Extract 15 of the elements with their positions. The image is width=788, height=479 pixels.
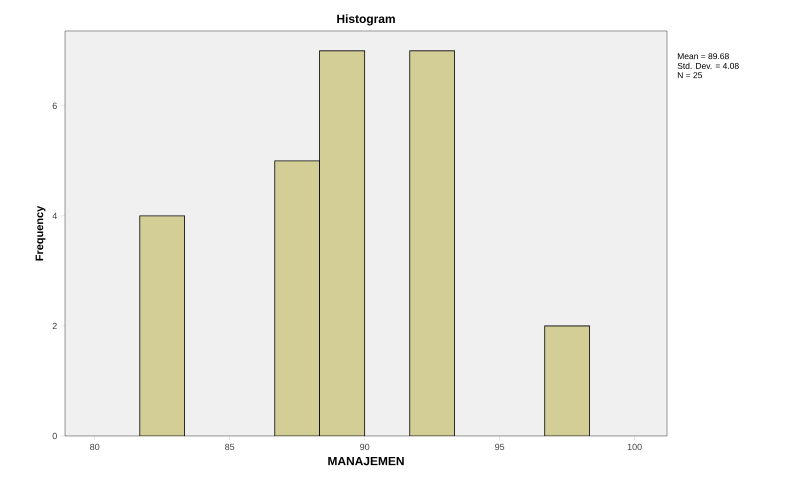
x-tick-label: 90 bbox=[360, 444, 370, 450]
y-tick-label: 6 bbox=[52, 102, 57, 109]
text: Mean = 89.68 bbox=[678, 53, 729, 60]
y-axis-title: Frequency bbox=[36, 206, 46, 260]
y-tick-label: 4 bbox=[52, 212, 57, 219]
x-axis-title: MANAJEMEN bbox=[328, 456, 404, 466]
x-tick-label: 100 bbox=[628, 444, 642, 450]
x-tick-label: 85 bbox=[225, 444, 234, 450]
text: Std. Dev. = 4.08 bbox=[678, 62, 739, 69]
x-tick-label: 95 bbox=[495, 444, 504, 450]
text: N = 25 bbox=[678, 72, 702, 78]
y-tick-label: 0 bbox=[52, 432, 57, 440]
chart-title: Histogram bbox=[337, 14, 395, 26]
y-tick-label: 2 bbox=[52, 322, 57, 330]
x-tick-label: 80 bbox=[90, 444, 100, 450]
